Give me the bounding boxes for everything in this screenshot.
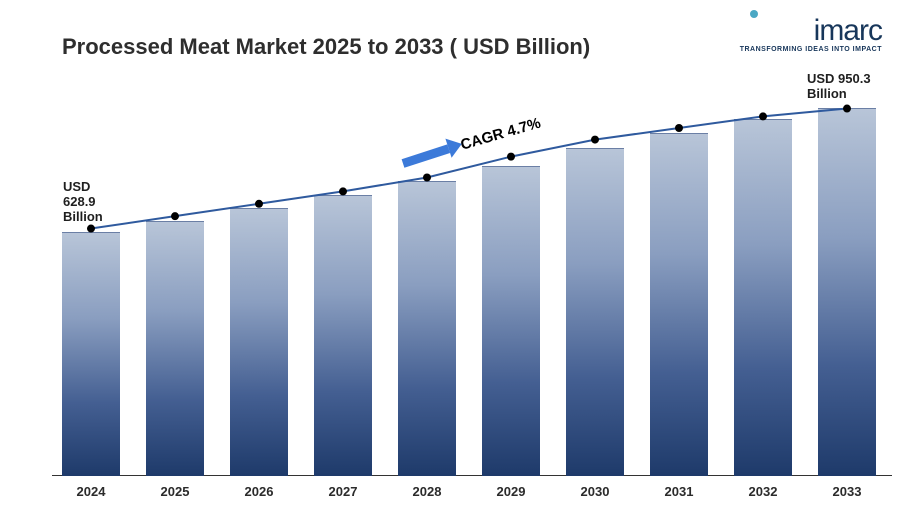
- trend-marker: [171, 212, 179, 220]
- trend-marker: [255, 200, 263, 208]
- logo-tagline: TRANSFORMING IDEAS INTO IMPACT: [740, 46, 882, 53]
- trend-line: [91, 109, 847, 229]
- trend-marker: [759, 112, 767, 120]
- end-value-label: USD 950.3 Billion: [807, 71, 871, 101]
- logo-dot-icon: [750, 10, 758, 18]
- chart-area: 2024202520262027202820292030203120322033…: [52, 70, 892, 490]
- trend-marker: [507, 153, 515, 161]
- chart-title: Processed Meat Market 2025 to 2033 ( USD…: [62, 34, 590, 60]
- trend-marker: [339, 187, 347, 195]
- trend-marker: [423, 173, 431, 181]
- trend-marker: [87, 225, 95, 233]
- brand-logo: imarc TRANSFORMING IDEAS INTO IMPACT: [740, 16, 882, 53]
- start-value-label: USD 628.9 Billion: [63, 179, 103, 224]
- logo-text: imarc: [740, 16, 882, 46]
- trend-marker: [675, 124, 683, 132]
- trend-marker: [591, 136, 599, 144]
- trend-marker: [843, 105, 851, 113]
